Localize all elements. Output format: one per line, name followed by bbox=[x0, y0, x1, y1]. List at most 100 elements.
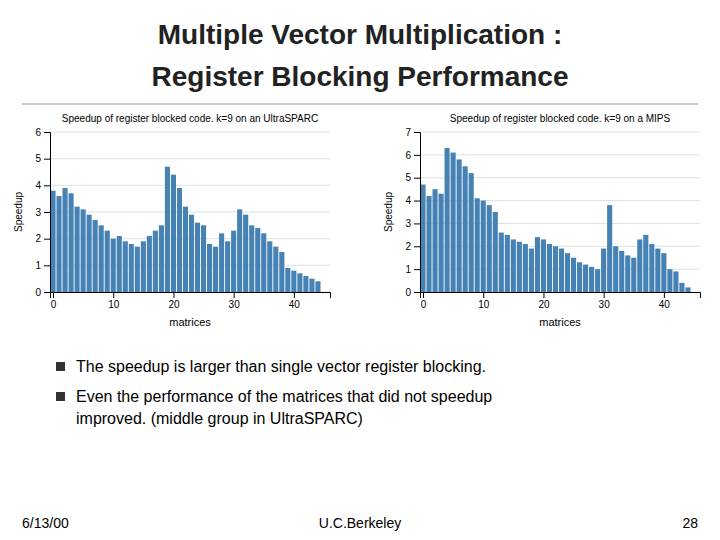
grid-line bbox=[50, 158, 330, 159]
bar bbox=[595, 269, 600, 292]
x-tick: 0 bbox=[421, 292, 427, 310]
tick-label: 3 bbox=[405, 218, 411, 229]
y-tick: 3 bbox=[35, 207, 50, 218]
bullet-text: improved. (middle group in UltraSPARC) bbox=[76, 410, 363, 427]
bar bbox=[511, 239, 516, 292]
bar bbox=[481, 201, 486, 292]
bar bbox=[583, 265, 588, 292]
y-tick: 5 bbox=[405, 172, 420, 183]
footer: 6/13/00 bbox=[22, 515, 69, 531]
bar bbox=[189, 215, 194, 292]
tick-label: 4 bbox=[35, 180, 41, 191]
tick-label: 20 bbox=[168, 299, 180, 310]
bar bbox=[267, 241, 272, 292]
bar bbox=[62, 188, 67, 292]
x-axis: 010203040 bbox=[51, 292, 331, 310]
bar bbox=[601, 249, 606, 292]
grid-line bbox=[420, 200, 700, 201]
bar bbox=[99, 225, 104, 292]
bar bbox=[213, 247, 218, 292]
axis-line bbox=[51, 293, 331, 299]
tick-label: 0 bbox=[51, 299, 57, 310]
y-tick: 0 bbox=[35, 287, 50, 298]
bar bbox=[426, 196, 431, 292]
tick-label: 0 bbox=[405, 287, 411, 298]
bar bbox=[147, 236, 152, 292]
y-tick: 2 bbox=[35, 233, 50, 244]
tick-mark bbox=[234, 292, 235, 298]
bar bbox=[523, 244, 528, 292]
y-tick: 4 bbox=[405, 195, 420, 206]
tick-mark bbox=[414, 155, 420, 156]
bar bbox=[231, 231, 236, 292]
grid-line bbox=[420, 246, 700, 247]
tick-label: 5 bbox=[35, 153, 41, 164]
bar bbox=[613, 246, 618, 292]
x-tick: 10 bbox=[108, 292, 120, 310]
bar bbox=[445, 148, 450, 292]
bar bbox=[56, 196, 61, 292]
tick-label: 40 bbox=[289, 299, 301, 310]
bar bbox=[673, 271, 678, 292]
tick-mark bbox=[423, 292, 424, 298]
tick-mark bbox=[543, 292, 544, 298]
bar bbox=[541, 239, 546, 292]
tick-label: 0 bbox=[35, 287, 41, 298]
tick-mark bbox=[414, 132, 420, 133]
bar bbox=[643, 235, 648, 292]
chart: Speedup of register blocked code. k=9 on… bbox=[13, 113, 331, 328]
x-tick: 10 bbox=[478, 292, 490, 310]
tick-label: 1 bbox=[35, 260, 41, 271]
bar bbox=[432, 189, 437, 292]
x-tick: 40 bbox=[289, 292, 301, 310]
bar bbox=[135, 247, 140, 292]
bar bbox=[631, 258, 636, 292]
tick-mark bbox=[414, 223, 420, 224]
y-tick: 1 bbox=[405, 264, 420, 275]
tick-label: 40 bbox=[659, 299, 671, 310]
y-tick: 1 bbox=[35, 260, 50, 271]
tick-mark bbox=[53, 292, 54, 298]
x-tick: 20 bbox=[538, 292, 550, 310]
grid bbox=[50, 132, 330, 292]
chart-title: Speedup of register blocked code. k=9 on… bbox=[450, 113, 671, 124]
axis-line bbox=[421, 293, 701, 299]
bar bbox=[261, 233, 266, 292]
tick-mark bbox=[44, 212, 50, 213]
tick-mark bbox=[414, 292, 420, 293]
bar bbox=[81, 209, 86, 292]
bar bbox=[285, 268, 290, 292]
bar bbox=[607, 205, 612, 292]
tick-mark bbox=[44, 265, 50, 266]
bullet-marker bbox=[56, 392, 65, 401]
grid-line bbox=[420, 154, 700, 155]
bar bbox=[207, 244, 212, 292]
y-tick: 0 bbox=[405, 287, 420, 298]
bars bbox=[50, 167, 320, 292]
axis-line bbox=[414, 133, 421, 293]
bar bbox=[547, 244, 552, 292]
bar bbox=[679, 283, 684, 292]
x-axis: 010203040 bbox=[421, 292, 701, 310]
y-tick: 2 bbox=[405, 241, 420, 252]
x-axis-title: matrices bbox=[539, 316, 581, 328]
bars bbox=[420, 148, 690, 292]
grid-line bbox=[420, 177, 700, 178]
bar bbox=[577, 262, 582, 292]
tick-mark bbox=[414, 178, 420, 179]
bar bbox=[297, 273, 302, 292]
bar bbox=[589, 267, 594, 292]
tick-label: 5 bbox=[405, 172, 411, 183]
chart: Speedup of register blocked code. k=9 on… bbox=[383, 113, 701, 328]
tick-mark bbox=[173, 292, 174, 298]
tick-mark bbox=[44, 185, 50, 186]
tick-label: 1 bbox=[405, 264, 411, 275]
grid-line bbox=[420, 223, 700, 224]
bar bbox=[183, 207, 188, 292]
bar bbox=[649, 244, 654, 292]
y-tick: 7 bbox=[405, 127, 420, 138]
bar bbox=[463, 166, 468, 292]
tick-label: 6 bbox=[405, 150, 411, 161]
bar bbox=[619, 251, 624, 292]
tick-mark bbox=[414, 201, 420, 202]
